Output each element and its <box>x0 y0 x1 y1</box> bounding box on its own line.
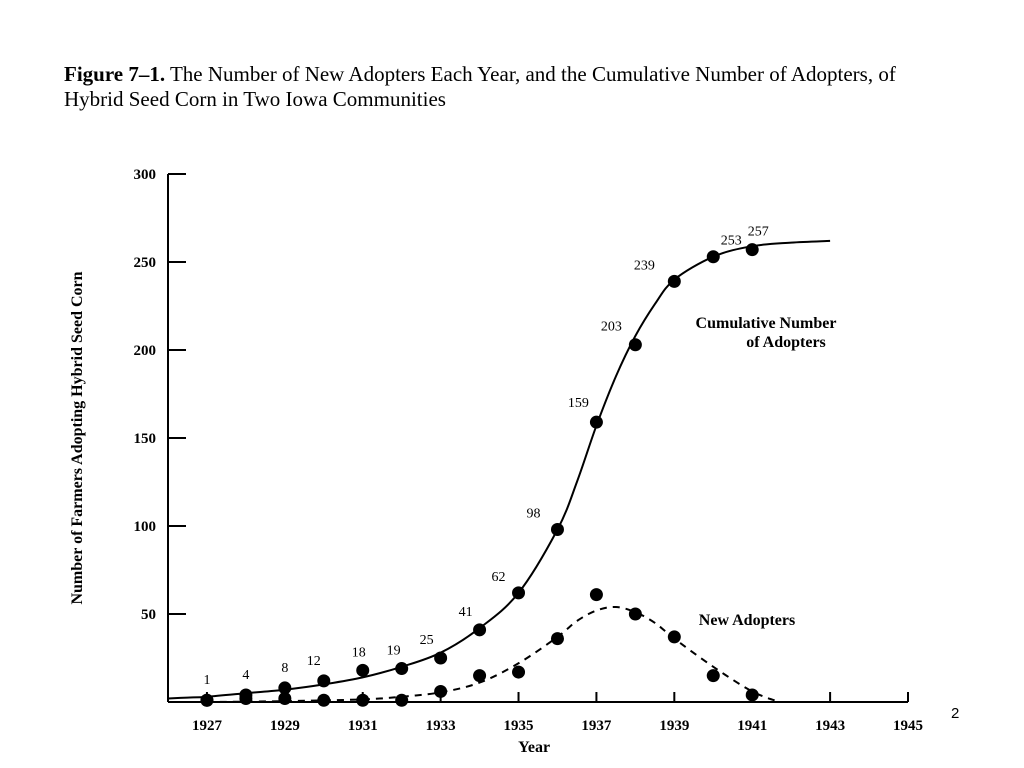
cumulative-point <box>473 623 487 637</box>
cumulative-point <box>550 523 564 537</box>
new-adopters-point <box>200 693 214 707</box>
new-adopters-point <box>278 691 292 705</box>
cumulative-series-label: Cumulative Number of Adopters <box>696 315 837 351</box>
cumulative-point <box>317 674 331 688</box>
new-adopters-point <box>239 691 253 705</box>
x-tick-label: 1937 <box>581 718 612 734</box>
cumulative-point-label: 203 <box>601 320 622 335</box>
new-adopters-point <box>317 693 331 707</box>
cumulative-point-label: 62 <box>492 570 506 585</box>
cumulative-point <box>356 663 370 677</box>
new-adopters-point <box>512 665 526 679</box>
figure-caption: The Number of New Adopters Each Year, an… <box>64 62 896 111</box>
new-adopters-point <box>473 669 487 683</box>
cumulative-point <box>706 250 720 264</box>
x-tick-label: 1929 <box>270 718 300 734</box>
y-tick-label: 50 <box>141 607 156 623</box>
cumulative-point-label: 4 <box>242 668 249 683</box>
x-tick-label: 1945 <box>893 718 923 734</box>
chart-points <box>200 243 759 707</box>
x-tick-label: 1933 <box>426 718 456 734</box>
figure-title: Figure 7–1. The Number of New Adopters E… <box>64 62 944 112</box>
cumulative-point <box>589 415 603 429</box>
cumulative-point-label: 41 <box>459 605 473 620</box>
new-adopters-series-label: New Adopters <box>699 612 795 629</box>
y-tick-label: 250 <box>134 255 157 271</box>
cumulative-point <box>434 651 448 665</box>
new-adopters-point <box>628 607 642 621</box>
cumulative-point-label: 19 <box>387 644 401 659</box>
cumulative-point-label: 18 <box>352 645 366 660</box>
x-tick-label: 1939 <box>659 718 689 734</box>
cumulative-adopters-curve <box>167 239 831 700</box>
y-tick-label: 200 <box>134 343 157 359</box>
chart-labels: 1 4 8 12 18 19 25 41 62 98 159 203 239 253 257 Cumulati… <box>203 225 836 689</box>
cumulative-point <box>512 586 526 600</box>
x-tick-label: 1927 <box>192 718 223 734</box>
new-adopters-point <box>356 693 370 707</box>
y-tick-label: 100 <box>134 519 157 535</box>
y-tick-label: 300 <box>134 167 157 183</box>
cumulative-series-label-line1: Cumulative Number <box>696 315 837 332</box>
new-adopters-point <box>667 630 681 644</box>
cumulative-series-label-line2: of Adopters <box>746 334 826 351</box>
new-adopters-point <box>434 684 448 698</box>
cumulative-point-label: 1 <box>203 673 210 688</box>
cumulative-point-label: 25 <box>420 633 434 648</box>
new-adopters-point <box>745 688 759 702</box>
cumulative-point-label: 12 <box>307 654 321 669</box>
new-adopters-curve <box>206 605 780 703</box>
x-tick-label: 1943 <box>815 718 845 734</box>
page-number: 2 <box>951 705 960 722</box>
cumulative-point <box>395 662 409 676</box>
cumulative-point-label: 8 <box>281 661 288 676</box>
new-adopters-point <box>550 632 564 646</box>
chart-curves <box>167 239 831 703</box>
cumulative-point-label: 98 <box>526 507 540 522</box>
cumulative-point-label: 239 <box>634 258 655 273</box>
cumulative-point <box>628 338 642 352</box>
cumulative-point <box>667 274 681 288</box>
x-tick-label: 1935 <box>504 718 534 734</box>
figure-label: Figure 7–1. <box>64 62 166 86</box>
x-tick-label: 1931 <box>348 718 378 734</box>
new-adopters-point <box>706 669 720 683</box>
chart-axes: 50 100 150 200 250 300 1927 1929 1931 1933 1935 193… <box>69 167 923 756</box>
cumulative-point <box>278 681 292 695</box>
y-axis-title: Number of Farmers Adopting Hybrid Seed C… <box>69 271 86 604</box>
new-adopters-point <box>395 693 409 707</box>
new-adopters-point <box>589 588 603 602</box>
y-tick-label: 150 <box>134 431 157 447</box>
x-tick-label: 1941 <box>737 718 767 734</box>
cumulative-point-label: 159 <box>568 396 589 411</box>
cumulative-point-label: 257 <box>748 225 769 240</box>
cumulative-point <box>745 243 759 257</box>
x-axis-title: Year <box>518 739 550 756</box>
cumulative-point-label: 253 <box>721 234 742 249</box>
